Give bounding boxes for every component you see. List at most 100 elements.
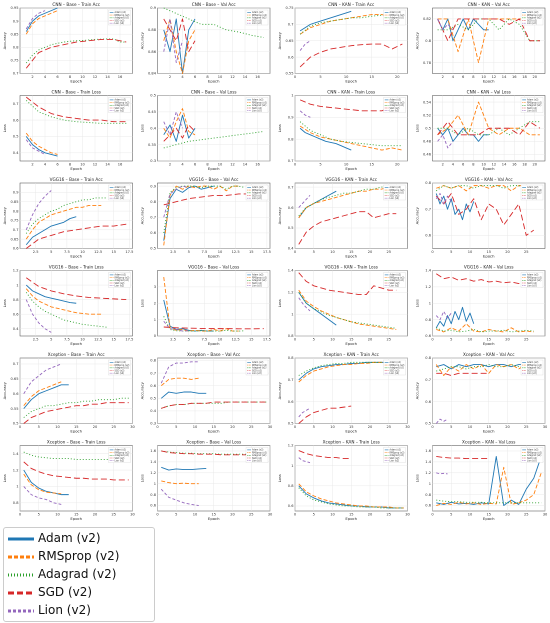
y-tick-label: 0.7 <box>425 207 431 211</box>
mini-legend-label: Lion (v2) <box>115 110 125 113</box>
x-tick-label: 10 <box>344 163 349 167</box>
x-tick-label: 30 <box>130 513 135 517</box>
mini-legend-label: Lion (v2) <box>252 110 262 113</box>
x-tick-label: 15 <box>349 425 354 429</box>
x-tick-label: 30 <box>405 513 410 517</box>
mini-legend-label: RMSprop (v2) <box>390 14 405 17</box>
y-tick-label: 1 <box>154 318 156 322</box>
legend-item-adam: Adam (v2) <box>4 530 152 548</box>
x-tick-label: 5 <box>313 425 315 429</box>
chart-title: VGG16 – KAN – Val Acc <box>465 177 514 182</box>
y-tick-label: 0.95 <box>10 6 18 10</box>
x-tick-label: 15 <box>369 75 374 79</box>
mini-legend-box <box>108 359 131 376</box>
mini-legend-label: Lion (v2) <box>252 22 262 25</box>
y-tick-label: 0.5 <box>13 135 19 139</box>
y-tick-label: 0.55 <box>285 72 293 76</box>
mini-legend-label: Adam (v2) <box>252 449 264 452</box>
y-axis-label: Accuracy <box>415 381 420 399</box>
x-tick-label: 25 <box>524 338 529 342</box>
x-tick-label: 2 <box>442 163 444 167</box>
series-line-sgd <box>163 326 264 330</box>
series-line-sgd <box>25 96 127 123</box>
x-tick-label: 25 <box>524 250 529 254</box>
y-tick-label: 0.85 <box>10 200 18 204</box>
y-tick-label: 0.52 <box>423 113 431 117</box>
mini-legend-box <box>108 184 131 201</box>
mini-legend: Adam (v2)RMSprop (v2)Adagrad (v2)SGD (v2… <box>520 447 544 463</box>
mini-legend-label: Adagrad (v2) <box>252 367 266 370</box>
x-tick-label: 12 <box>230 163 235 167</box>
x-tick-label: 10 <box>468 425 473 429</box>
y-tick-label: 0.8 <box>150 359 156 363</box>
y-axis-label: Loss <box>277 474 282 482</box>
mini-legend: Adam (v2)RMSprop (v2)Adagrad (v2)SGD (v2… <box>108 97 131 113</box>
x-tick-label: 2.5 <box>170 338 176 342</box>
chart-9: VGG16 – Base – Train Acc 2.5 5 7.5 10 12.5 15 1… <box>2 177 133 259</box>
y-tick-label: 0.82 <box>423 17 431 21</box>
chart-title: Xception – KAN – Val Loss <box>462 440 515 445</box>
y-tick-label: 0.5 <box>150 94 156 98</box>
y-tick-label: 1 <box>154 482 156 486</box>
y-axis-label: Loss <box>277 299 282 307</box>
y-tick-label: 1.2 <box>13 468 19 472</box>
y-axis-label: Loss <box>140 299 145 307</box>
y-tick-label: 0.4 <box>150 409 156 413</box>
mini-legend-label: Lion (v2) <box>390 110 400 113</box>
x-tick-label: 2 <box>31 163 33 167</box>
mini-legend-label: Adam (v2) <box>527 186 539 189</box>
x-tick-label: 5 <box>319 163 321 167</box>
x-axis-label: Epoch <box>208 166 220 171</box>
y-tick-label: 0.8 <box>288 484 294 488</box>
series-line-rmsprop <box>23 381 62 406</box>
series-line-lion <box>298 457 311 464</box>
y-axis-label: Loss <box>415 299 420 307</box>
mini-legend-box <box>108 9 131 26</box>
x-tick-label: 10 <box>468 338 473 342</box>
mini-legend-label: RMSprop (v2) <box>115 14 130 17</box>
series-line-sgd <box>299 43 403 68</box>
mini-legend-label: Adagrad (v2) <box>252 279 266 282</box>
chart-title: Xception – Base – Train Acc <box>48 352 106 357</box>
mini-legend-box <box>520 97 544 113</box>
mini-legend: Adam (v2)RMSprop (v2)Adagrad (v2)SGD (v2… <box>108 272 131 288</box>
series-line-lion <box>435 193 452 205</box>
x-tick-label: 12 <box>230 75 235 79</box>
mini-legend-label: SGD (v2) <box>390 369 400 372</box>
y-tick-label: 0.5 <box>425 422 431 426</box>
y-tick-label: 1.2 <box>288 444 294 448</box>
x-tick-label: 10 <box>193 513 198 517</box>
series-line-sgd <box>298 450 352 460</box>
series-line-adagrad <box>25 38 127 64</box>
x-tick-label: 25 <box>386 338 391 342</box>
series-line-lion <box>163 320 189 332</box>
y-tick-label: 0.65 <box>10 377 18 381</box>
x-tick-label: 10 <box>218 338 223 342</box>
x-tick-label: 4 <box>44 163 47 167</box>
mini-legend: Adam (v2)RMSprop (v2)Adagrad (v2)SGD (v2… <box>108 447 131 463</box>
mini-legend: Adam (v2)RMSprop (v2)Adagrad (v2)SGD (v2… <box>383 97 406 113</box>
mini-legend-label: Adam (v2) <box>252 361 264 364</box>
series-line-adam <box>23 469 69 496</box>
chart-4: CNN – KAN – Val Acc 2 4 6 8 10 12 14 16 18 20 0.78 0… <box>415 2 546 84</box>
y-tick-label: 0.8 <box>288 334 294 338</box>
mini-legend-label: Adam (v2) <box>252 99 264 102</box>
x-tick-label: 4 <box>44 75 47 79</box>
mini-legend-label: RMSprop (v2) <box>527 364 542 367</box>
x-tick-label: 2.5 <box>33 250 39 254</box>
mini-legend-label: RMSprop (v2) <box>527 101 542 104</box>
x-tick-label: 15 <box>111 338 116 342</box>
x-tick-label: 17.5 <box>125 338 133 342</box>
x-axis-label: Epoch <box>70 429 82 434</box>
y-axis-label: Accuracy <box>2 381 7 399</box>
y-tick-label: 0.7 <box>288 185 294 189</box>
x-tick-label: 5 <box>313 513 315 517</box>
y-tick-label: 1.2 <box>150 471 156 475</box>
y-tick-label: 0.8 <box>425 356 431 360</box>
x-tick-label: 10 <box>55 513 60 517</box>
mini-legend: Adam (v2)RMSprop (v2)Adagrad (v2)SGD (v2… <box>383 9 406 26</box>
x-tick-label: 25 <box>111 425 116 429</box>
y-axis-label: Loss <box>140 474 145 482</box>
mini-legend-label: Lion (v2) <box>390 22 400 25</box>
legend-item-rmsprop: RMSprop (v2) <box>4 548 152 566</box>
